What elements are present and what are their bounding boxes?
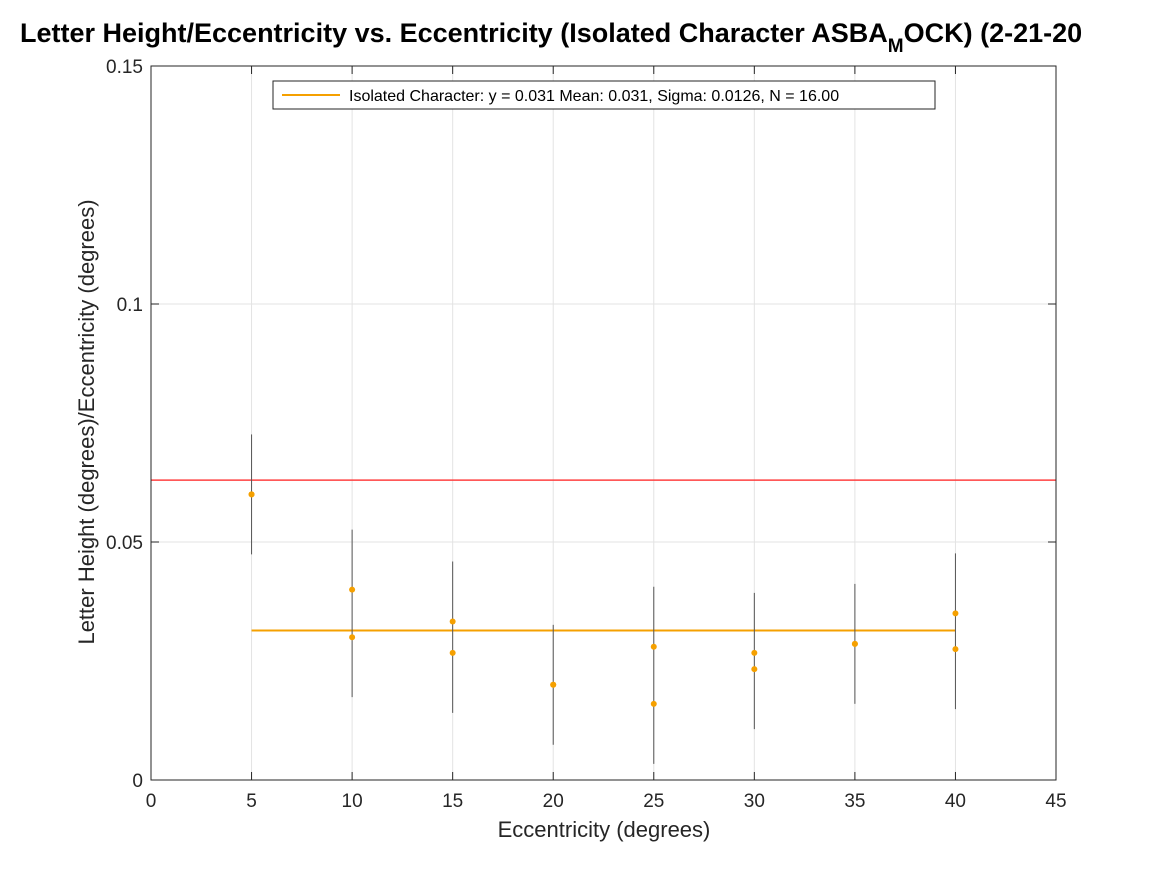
axes (150, 65, 1057, 781)
x-tick-label: 45 (1045, 791, 1066, 812)
x-tick-label: 30 (744, 791, 765, 812)
x-tick-label: 35 (844, 791, 865, 812)
data-points (248, 491, 959, 707)
x-tick-label: 5 (246, 791, 257, 812)
data-point (751, 666, 758, 673)
chart-title: Letter Height/Eccentricity vs. Eccentric… (20, 18, 1082, 57)
legend-entry: Isolated Character: y = 0.031 Mean: 0.03… (349, 88, 839, 105)
chart-title-part-1: Letter Height/Eccentricity vs. Eccentric… (20, 18, 888, 48)
data-point (349, 634, 356, 641)
data-point (449, 618, 456, 625)
x-tick-label: 10 (342, 791, 363, 812)
x-tick-label: 15 (442, 791, 463, 812)
y-axis-label: Letter Height (degrees)/Eccentricity (de… (74, 199, 99, 644)
y-tick-label: 0 (132, 771, 143, 792)
data-point (449, 649, 456, 656)
data-point (248, 491, 255, 498)
legend: Isolated Character: y = 0.031 Mean: 0.03… (272, 80, 936, 110)
y-tick-label: 0.05 (106, 533, 143, 554)
data-point (650, 643, 657, 650)
x-tick-label: 40 (945, 791, 966, 812)
x-axis-label: Eccentricity (degrees) (498, 817, 711, 842)
data-point (349, 586, 356, 593)
plot-frame (150, 65, 1057, 781)
data-point (751, 649, 758, 656)
chart-title-subscript: M (888, 36, 904, 57)
data-point (550, 681, 557, 688)
data-point (952, 610, 959, 617)
data-point (650, 700, 657, 707)
y-tick-label: 0.15 (106, 57, 143, 78)
chart-title-part-2: OCK) (2-21-20 (904, 18, 1083, 48)
x-tick-label: 0 (146, 791, 157, 812)
data-point (952, 646, 959, 653)
y-tick-label: 0.1 (117, 295, 143, 316)
x-tick-label: 20 (543, 791, 564, 812)
x-tick-label: 25 (643, 791, 664, 812)
x-tick-labels: 0 5 10 15 20 25 30 35 40 45 (146, 791, 1067, 812)
y-tick-labels: 0 0.05 0.1 0.15 (106, 57, 143, 792)
legend-box (272, 80, 936, 110)
data-point (851, 640, 858, 647)
